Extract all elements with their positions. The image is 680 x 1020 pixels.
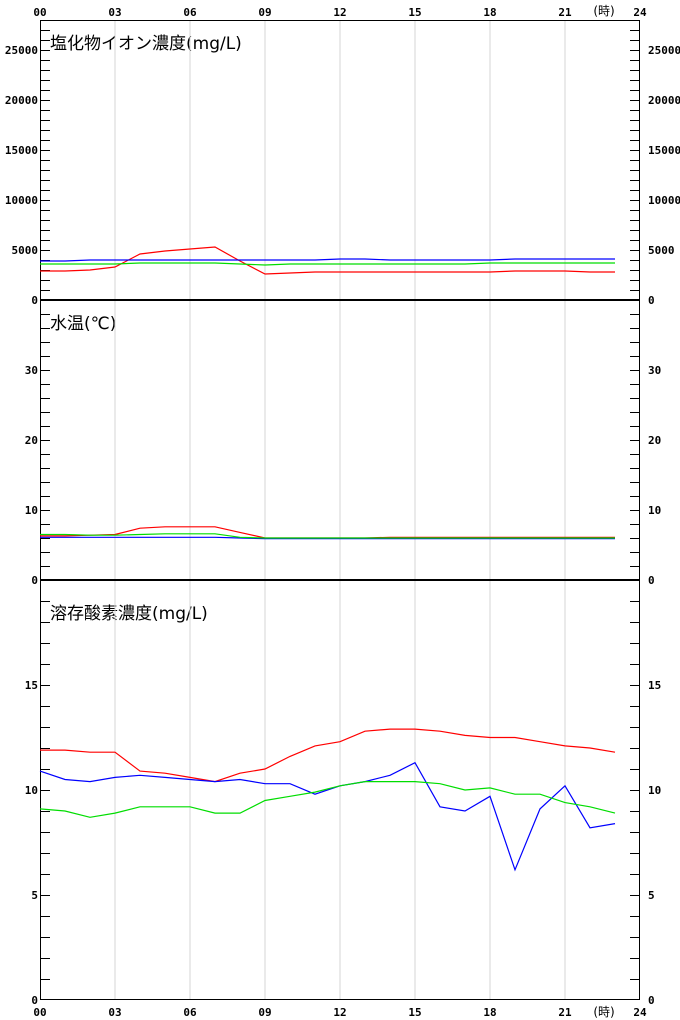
x-tick-top-03: 03 xyxy=(108,6,121,19)
x-tick-top-21: 21 xyxy=(558,6,572,19)
chloride-panel-frame xyxy=(40,20,640,300)
x-tick-bottom-03: 03 xyxy=(108,1006,121,1019)
x-axis-bottom: 00 03 06 09 12 15 18 21 24 (時) xyxy=(33,1005,647,1019)
x-tick-bottom-00: 00 xyxy=(33,1006,46,1019)
chloride-y-tick-right: 20000 xyxy=(648,94,680,107)
dissolved-oxygen-y-tick-right: 15 xyxy=(648,679,661,692)
chloride-series-line-2 xyxy=(40,258,615,262)
x-tick-bottom-21: 21 xyxy=(558,1006,572,1019)
chloride-y-tick-right: 10000 xyxy=(648,194,680,207)
panel-title-water-temp: 水温(℃) xyxy=(50,314,116,334)
dissolved-oxygen-series-line-3 xyxy=(39,780,616,818)
x-tick-top-24: 24 xyxy=(633,6,647,19)
water-temp-y-tick-right: 20 xyxy=(648,434,661,447)
dissolved-oxygen-y-tick-right: 5 xyxy=(648,889,655,902)
water-temp-series-line-2 xyxy=(40,536,615,540)
x-tick-top-06: 06 xyxy=(183,6,197,19)
chloride-y-tick-left: 0 xyxy=(31,294,38,307)
x-tick-top-18: 18 xyxy=(483,6,496,19)
dissolved-oxygen-panel-frame xyxy=(40,580,640,1000)
chloride-series-line-3 xyxy=(40,262,615,266)
dissolved-oxygen-y-tick-left: 0 xyxy=(31,994,38,1007)
x-tick-top-12: 12 xyxy=(333,6,346,19)
chloride-y-tick-left: 15000 xyxy=(5,144,38,157)
water-temp-y-tick-right: 30 xyxy=(648,364,661,377)
dissolved-oxygen-y-tick-left: 15 xyxy=(25,679,38,692)
chloride-series-line-1 xyxy=(40,246,615,275)
chloride-y-tick-left: 5000 xyxy=(12,244,39,257)
x-tick-top-15: 15 xyxy=(408,6,421,19)
x-tick-bottom-18: 18 xyxy=(483,1006,496,1019)
chloride-y-tick-right: 15000 xyxy=(648,144,680,157)
x-tick-bottom-09: 09 xyxy=(258,1006,271,1019)
panel-title-dissolved-oxygen: 溶存酸素濃度(mg/L) xyxy=(50,604,208,624)
water-temp-y-tick-right: 0 xyxy=(648,574,655,587)
water-temp-y-tick-left: 30 xyxy=(25,364,38,377)
chloride-y-tick-right: 5000 xyxy=(648,244,675,257)
water-temp-series-line-1 xyxy=(40,526,615,539)
x-axis-top: 00 03 06 09 12 15 18 21 24 (時) xyxy=(33,4,647,19)
x-tick-top-00: 00 xyxy=(33,6,46,19)
panel-title-chloride: 塩化物イオン濃度(mg/L) xyxy=(50,34,242,54)
dissolved-oxygen-series-line-1 xyxy=(40,728,616,783)
water-temp-y-tick-left: 10 xyxy=(25,504,38,517)
water-temp-series-line-3 xyxy=(40,533,615,539)
dissolved-oxygen-series-line-2 xyxy=(39,761,616,872)
dissolved-oxygen-y-tick-right: 10 xyxy=(648,784,661,797)
x-tick-bottom-12: 12 xyxy=(333,1006,346,1019)
water-temp-y-tick-left: 20 xyxy=(25,434,38,447)
x-tick-top-09: 09 xyxy=(258,6,271,19)
water-temp-y-tick-right: 10 xyxy=(648,504,661,517)
chloride-y-tick-left: 25000 xyxy=(5,44,38,57)
chloride-y-tick-right: 25000 xyxy=(648,44,680,57)
water-temp-panel-frame xyxy=(40,300,640,580)
chloride-y-tick-left: 20000 xyxy=(5,94,38,107)
dissolved-oxygen-y-tick-left: 5 xyxy=(31,889,38,902)
chloride-y-tick-right: 0 xyxy=(648,294,655,307)
x-unit-bottom: (時) xyxy=(593,1005,614,1019)
dissolved-oxygen-y-tick-right: 0 xyxy=(648,994,655,1007)
x-unit-top: (時) xyxy=(593,4,614,18)
dissolved-oxygen-y-tick-left: 10 xyxy=(25,784,38,797)
x-tick-bottom-06: 06 xyxy=(183,1006,197,1019)
water-temp-y-tick-left: 0 xyxy=(31,574,38,587)
x-tick-bottom-24: 24 xyxy=(633,1006,647,1019)
x-tick-bottom-15: 15 xyxy=(408,1006,421,1019)
chloride-y-tick-left: 10000 xyxy=(5,194,38,207)
